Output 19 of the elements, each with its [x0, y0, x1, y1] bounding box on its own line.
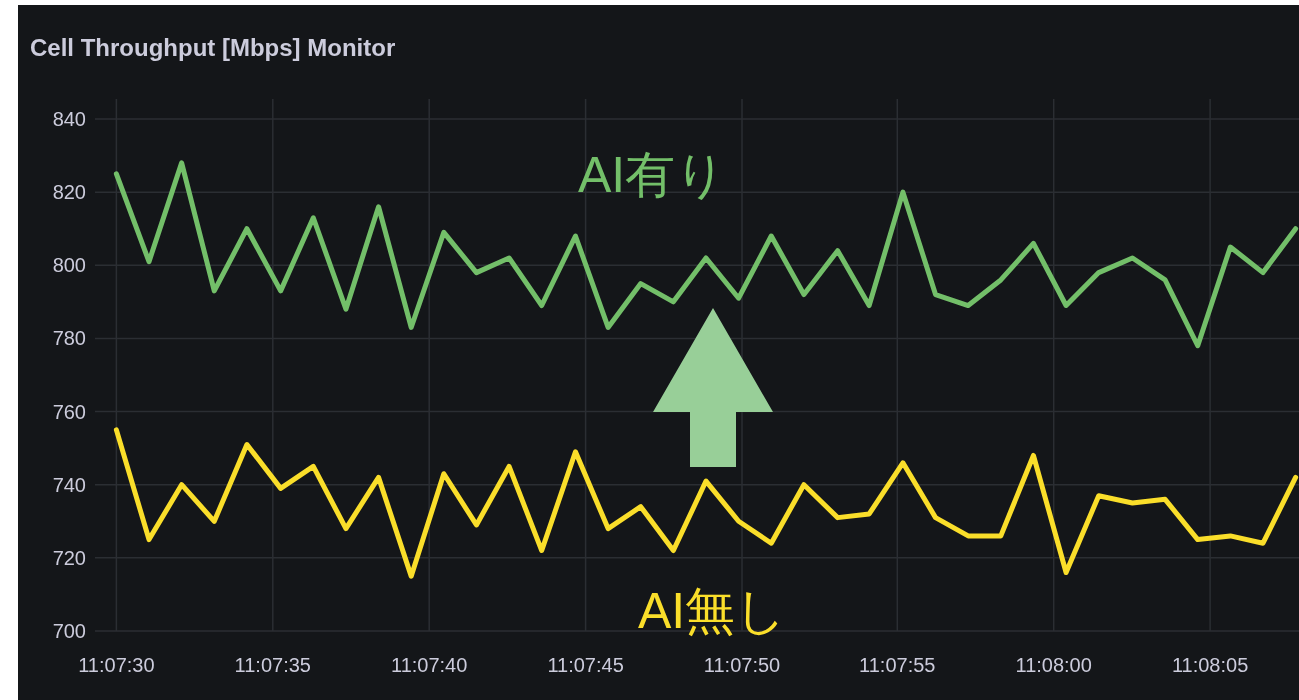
y-tick-label: 820	[52, 181, 86, 204]
x-tick-label: 11:07:55	[859, 654, 936, 676]
x-tick-label: 11:08:05	[1171, 654, 1249, 676]
x-tick-label: 11:07:50	[703, 654, 781, 676]
x-tick-label: 11:07:45	[547, 654, 624, 676]
x-tick-label: 11:07:35	[234, 654, 311, 676]
y-tick-label: 740	[52, 473, 86, 496]
series-label: AI無し	[637, 583, 787, 639]
y-tick-label: 700	[52, 620, 86, 642]
chart-title: Cell Throughput [Mbps] Monitor	[30, 34, 396, 61]
y-tick-label: 840	[52, 108, 86, 130]
x-tick-label: 11:08:00	[1015, 654, 1092, 676]
series-label: AI有り	[577, 147, 727, 203]
y-tick-label: 760	[52, 400, 86, 423]
x-tick-label: 11:07:30	[78, 654, 155, 676]
y-tick-label: 780	[52, 327, 86, 350]
y-tick-label: 800	[52, 254, 86, 277]
x-tick-label: 11:07:40	[391, 654, 468, 676]
y-tick-label: 720	[52, 546, 86, 569]
